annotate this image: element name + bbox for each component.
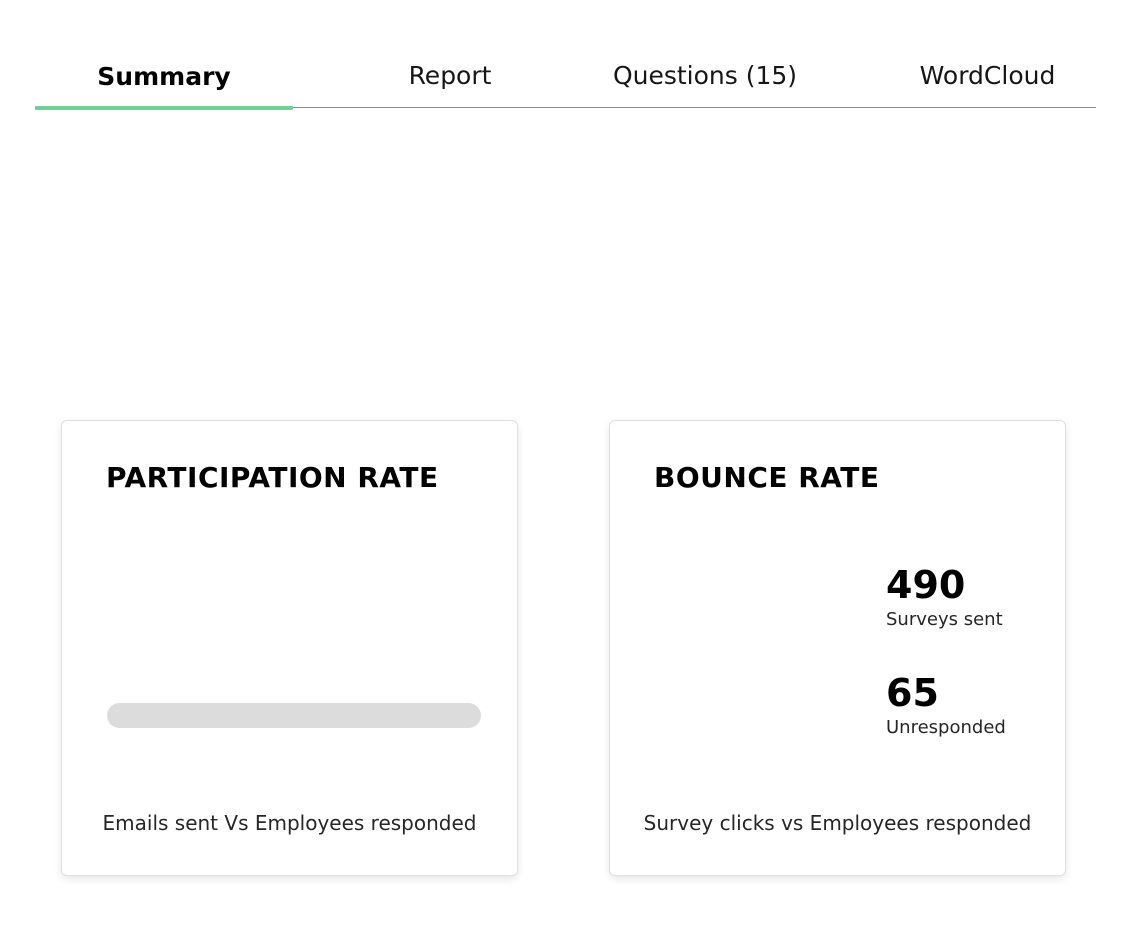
participation-progress-bar (107, 703, 481, 728)
active-tab-indicator (35, 106, 293, 110)
participation-rate-card: PARTICIPATION RATE Emails sent Vs Employ… (61, 420, 518, 876)
tab-summary[interactable]: Summary (97, 62, 231, 91)
bounce-rate-title: BOUNCE RATE (654, 461, 880, 494)
tab-wordcloud[interactable]: WordCloud (919, 61, 1056, 90)
participation-rate-title: PARTICIPATION RATE (106, 461, 439, 494)
tab-report[interactable]: Report (408, 61, 492, 90)
surveys-sent-label: Surveys sent (886, 609, 1003, 630)
bounce-rate-caption: Survey clicks vs Employees responded (643, 811, 1032, 835)
surveys-sent-value: 490 (886, 563, 966, 607)
unresponded-value: 65 (886, 671, 939, 715)
unresponded-stat: 65 Unresponded (886, 671, 1006, 741)
tab-bar: Summary Report Questions (15) WordCloud (35, 40, 1096, 110)
tab-bar-divider (35, 107, 1096, 108)
tab-questions[interactable]: Questions (15) (612, 61, 798, 90)
bounce-rate-card: BOUNCE RATE 490 Surveys sent 65 Unrespon… (609, 420, 1066, 876)
participation-rate-caption: Emails sent Vs Employees responded (102, 811, 477, 835)
surveys-sent-stat: 490 Surveys sent (886, 563, 1003, 633)
unresponded-label: Unresponded (886, 717, 1006, 738)
